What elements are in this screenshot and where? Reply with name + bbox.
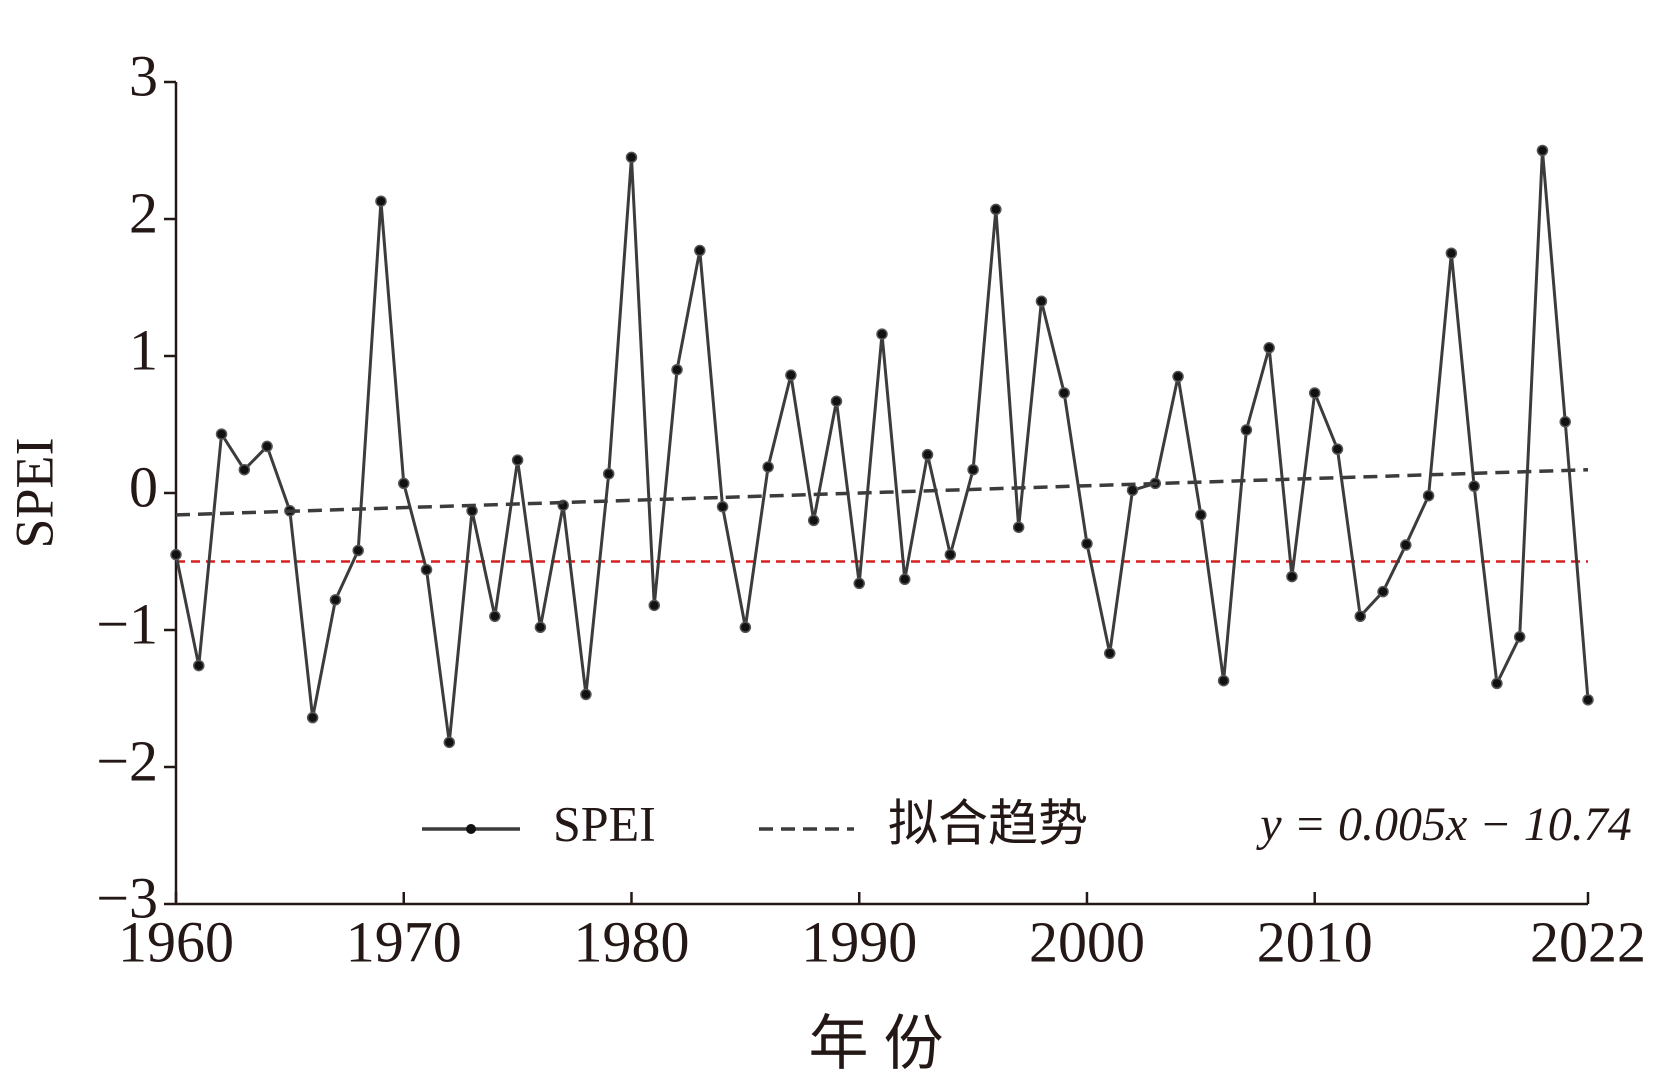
data-point (193, 659, 205, 672)
data-point (671, 363, 683, 376)
data-point (762, 461, 774, 473)
data-point (329, 594, 342, 606)
data-point (1491, 677, 1503, 690)
data-point (967, 463, 979, 476)
data-point (1582, 694, 1594, 706)
data-point (1035, 295, 1048, 307)
x-tick-label: 2010 (1257, 909, 1373, 974)
data-point (511, 454, 524, 466)
x-axis-label: 年 份 (809, 1011, 944, 1077)
legend-marker (466, 824, 476, 834)
series-line (174, 150, 1590, 743)
x-tick-label: 1990 (801, 909, 917, 974)
data-point (990, 203, 1002, 216)
data-point (716, 500, 729, 513)
data-point (261, 440, 273, 453)
y-tick-label: 2 (129, 180, 158, 245)
data-point (306, 711, 319, 724)
data-point (1195, 509, 1207, 521)
data-point (443, 736, 456, 749)
data-point (1331, 443, 1344, 455)
data-point (648, 599, 661, 612)
data-point (1240, 424, 1253, 436)
data-point (1058, 387, 1070, 399)
y-axis-label: SPEI (4, 437, 64, 548)
data-point (1445, 247, 1458, 259)
data-point (1217, 674, 1230, 687)
data-point (899, 573, 911, 586)
data-point (489, 610, 501, 623)
data-point (1103, 647, 1116, 660)
data-point (352, 544, 364, 557)
data-point (215, 428, 228, 440)
data-point (602, 468, 615, 480)
x-tick-label: 2000 (1029, 909, 1145, 974)
data-point (238, 463, 251, 476)
y-tick-label: 0 (129, 454, 158, 519)
data-point (1308, 387, 1321, 399)
data-point (876, 328, 888, 340)
data-point (1012, 521, 1025, 533)
data-point (625, 151, 638, 164)
data-point (785, 369, 797, 381)
data-point (830, 395, 843, 407)
data-point (420, 563, 433, 576)
data-point (1263, 342, 1275, 354)
data-point (1400, 539, 1412, 551)
data-point (694, 244, 706, 257)
data-point (1468, 480, 1480, 492)
data-point (1172, 370, 1184, 383)
data-point (1559, 416, 1571, 428)
y-tick-label: 3 (129, 43, 158, 108)
trend-line (175, 467, 1589, 517)
y-tick-label: −3 (96, 865, 158, 930)
data-point (534, 621, 547, 634)
x-tick-label: 2022 (1530, 909, 1646, 974)
y-tick-label: −2 (96, 728, 158, 793)
data-point (739, 621, 752, 634)
data-point (1377, 585, 1389, 598)
legend-label: 拟合趋势 (888, 795, 1088, 851)
x-tick-label: 1970 (346, 909, 462, 974)
data-point (944, 548, 957, 561)
data-point (170, 548, 182, 561)
x-tick-label: 1980 (573, 909, 689, 974)
data-point (1126, 484, 1139, 497)
data-point (1354, 610, 1367, 623)
data-point (397, 477, 410, 490)
data-point (375, 195, 387, 207)
data-point (807, 514, 820, 527)
data-point (580, 688, 592, 701)
data-point (1081, 537, 1093, 550)
legend-label: SPEI (553, 795, 656, 851)
data-point (1513, 631, 1526, 643)
data-point (1286, 570, 1298, 583)
data-point (1422, 489, 1435, 502)
x-tick-label: 1960 (118, 909, 234, 974)
data-point (466, 505, 478, 517)
data-point (921, 448, 934, 461)
data-point (853, 577, 865, 590)
equation: y = 0.005x − 10.74 (1255, 798, 1631, 851)
data-point (1536, 144, 1549, 157)
y-tick-label: −1 (96, 591, 158, 656)
y-tick-label: 1 (129, 317, 158, 382)
